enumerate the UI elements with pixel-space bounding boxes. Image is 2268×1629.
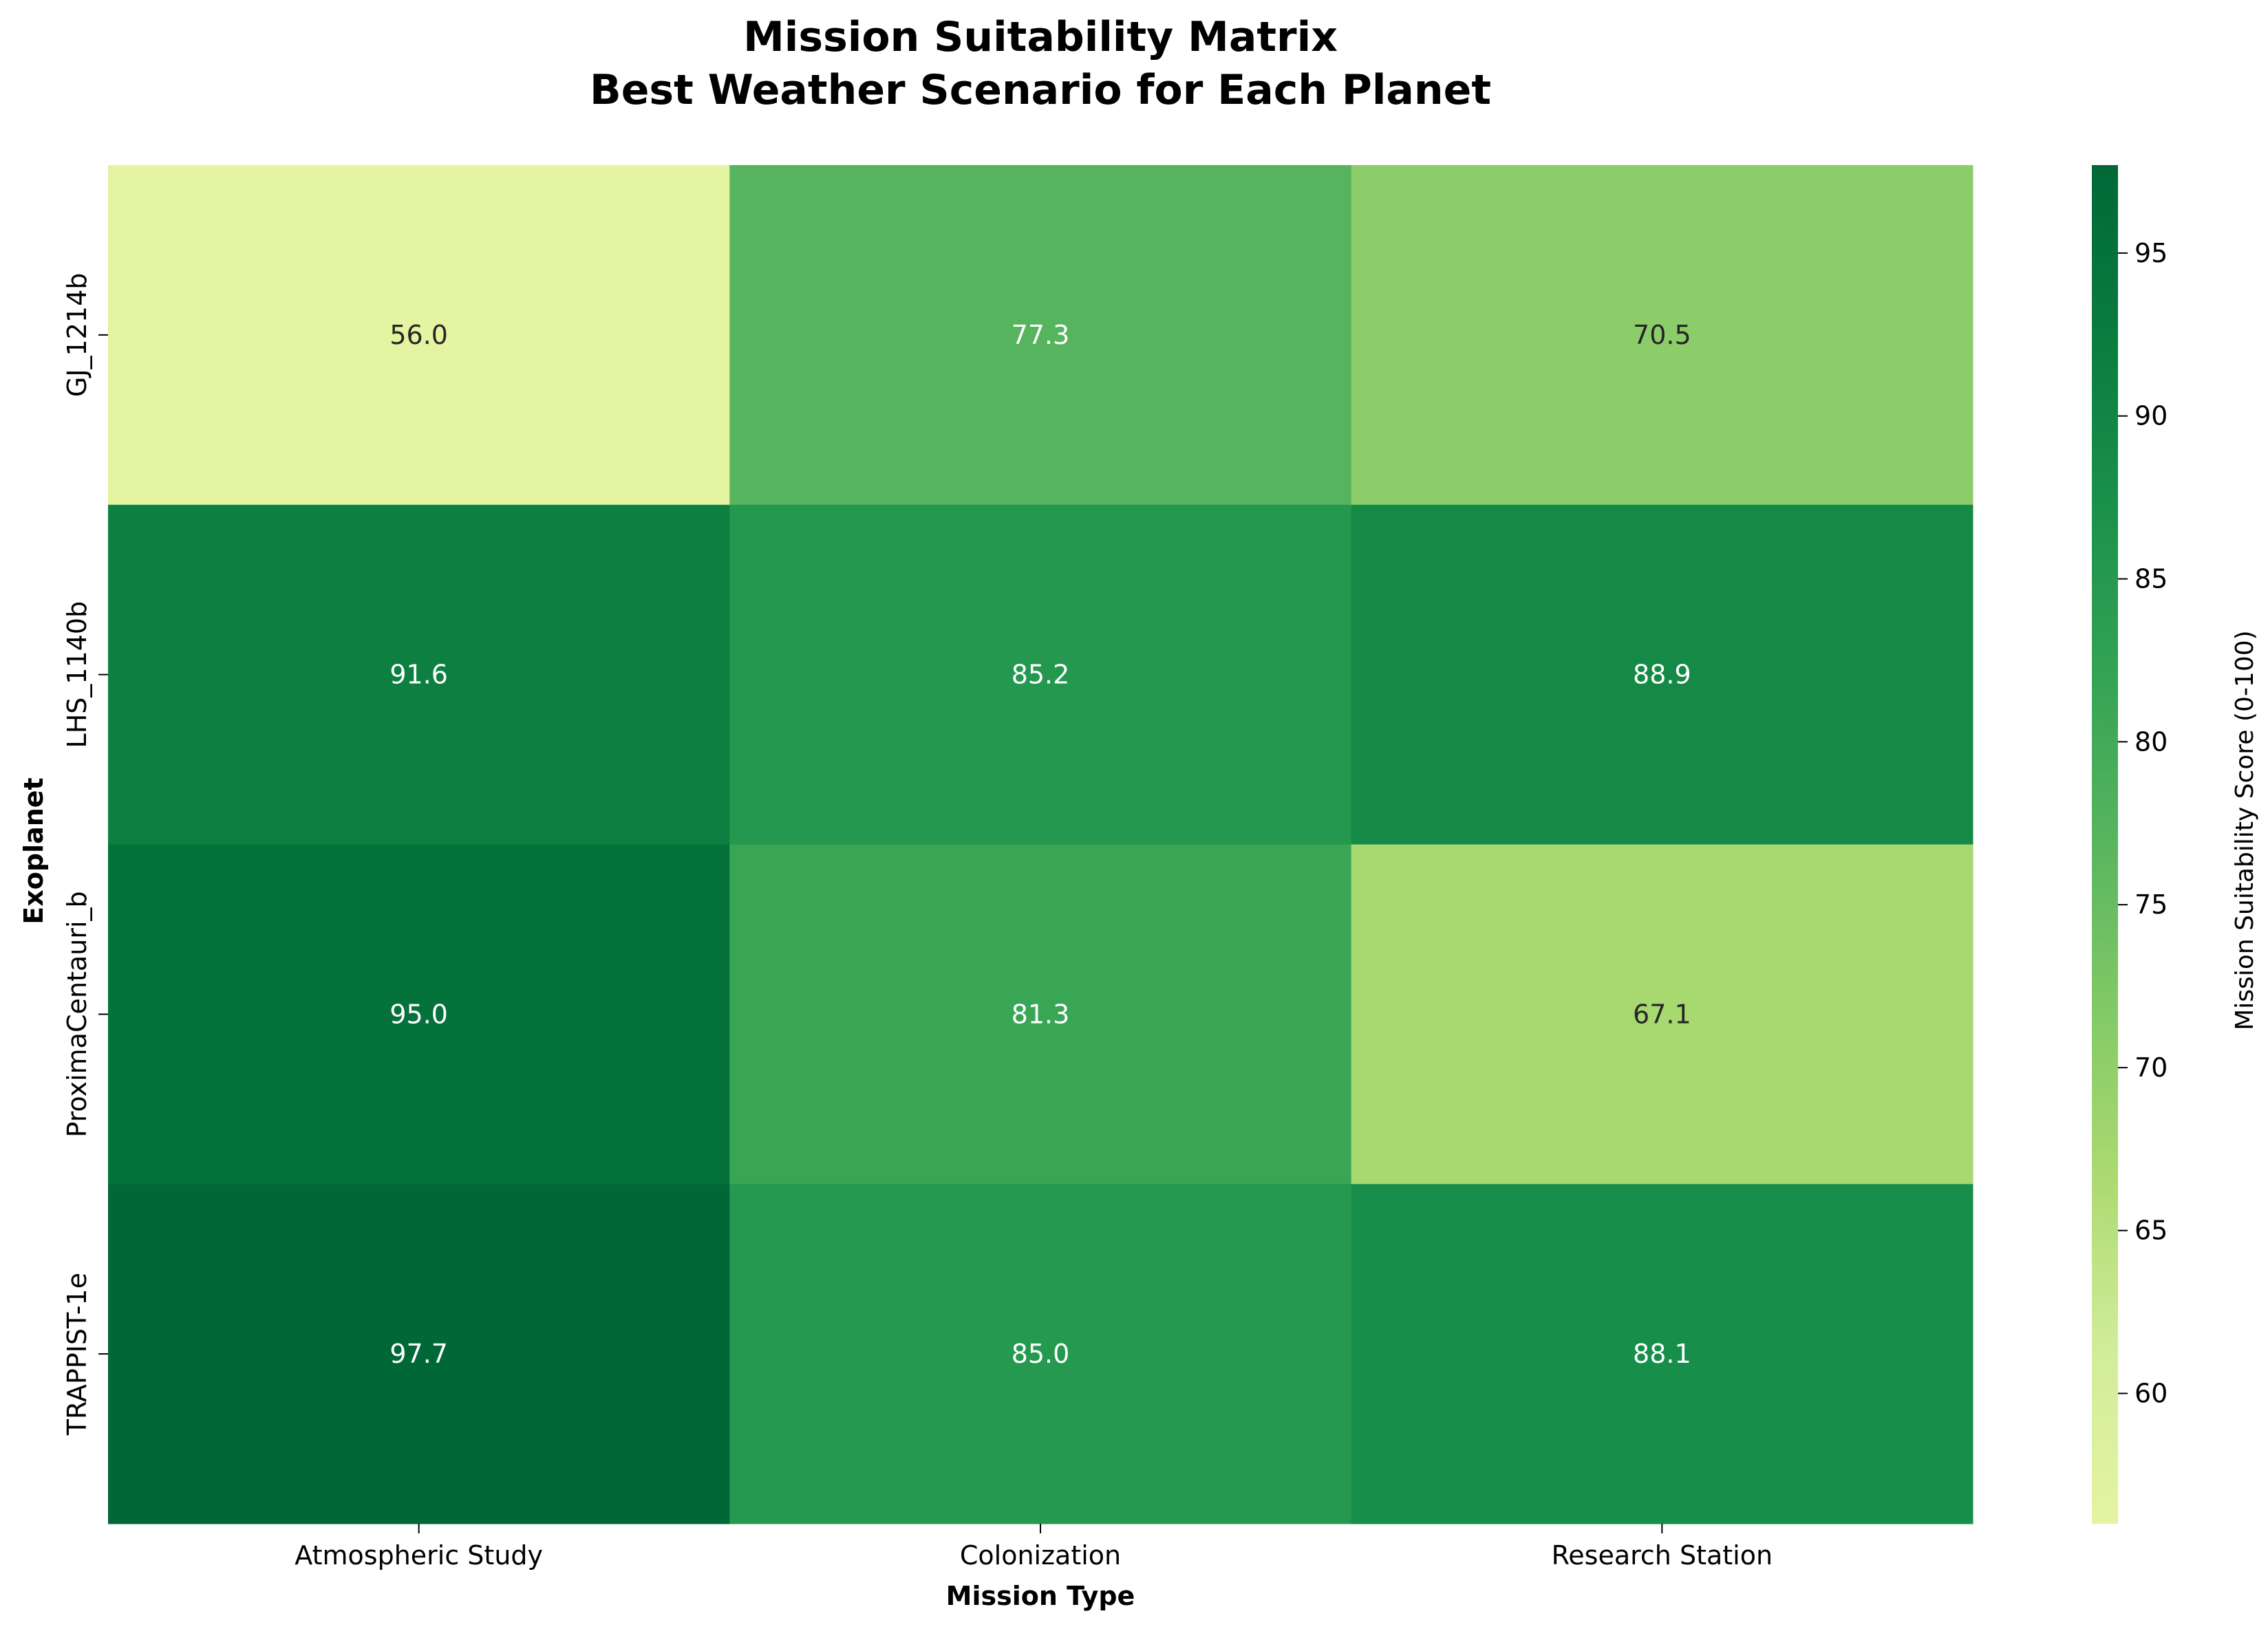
heatmap-cell-label-1-0: 91.6 [389,660,448,690]
chart-title-line-2: Best Weather Scenario for Each Planet [590,66,1491,114]
x-tick-label-1: Colonization [960,1540,1121,1571]
colorbar-tick-label-6: 90 [2135,401,2168,431]
y-tick-label-2: ProximaCentauri_b [62,891,92,1137]
heatmap-cell-0-2 [1351,165,1973,506]
heatmap-cell-1-2 [1351,504,1973,845]
x-axis: Atmospheric Study Colonization Research St… [295,1524,1773,1571]
colorbar: 60 65 70 75 80 85 90 95 [2092,165,2168,1524]
heatmap-cell-0-1 [729,165,1352,506]
y-tick-label-3: TRAPPIST-1e [62,1273,92,1436]
colorbar-tick-label-1: 65 [2135,1216,2168,1246]
colorbar-label: Mission Suitability Score (0-100) [2231,630,2259,1030]
heatmap-cell-label-2-1: 81.3 [1012,999,1070,1029]
colorbar-gradient [2092,165,2118,1524]
heatmap-cell-label-0-2: 70.5 [1633,320,1691,350]
heatmap-cell-label-1-1: 85.2 [1012,660,1070,690]
y-axis: GJ_1214b LHS_1140b ProximaCentauri_b TRAPPI… [62,273,108,1436]
y-tick-label-1: LHS_1140b [62,601,92,748]
heatmap-cell-label-3-0: 97.7 [389,1339,448,1369]
colorbar-tick-label-5: 85 [2135,563,2168,594]
heatmap-cell-label-0-0: 56.0 [389,320,448,350]
chart-title-line-1: Mission Suitability Matrix [743,13,1338,61]
heatmap-cell-0-0 [108,165,730,506]
heatmap-cells: 56.0 77.3 70.5 91.6 85.2 88.9 95.0 81.3 67.1 97.7… [108,165,1973,1524]
x-tick-label-0: Atmospheric Study [295,1540,543,1571]
heatmap-cell-3-2 [1351,1184,1973,1524]
colorbar-tick-label-7: 95 [2135,238,2168,268]
heatmap-cell-label-2-2: 67.1 [1633,999,1691,1029]
x-tick-label-2: Research Station [1552,1540,1773,1571]
y-tick-label-0: GJ_1214b [62,273,92,397]
heatmap-cell-1-0 [108,504,730,845]
colorbar-tick-label-2: 70 [2135,1053,2168,1083]
heatmap-cell-label-0-1: 77.3 [1012,320,1070,350]
heatmap-cell-label-3-2: 88.1 [1633,1339,1691,1369]
heatmap-cell-2-2 [1351,844,1973,1185]
heatmap-cell-label-3-1: 85.0 [1012,1339,1070,1369]
x-axis-label: Mission Type [946,1581,1135,1611]
heatmap-cell-2-0 [108,844,730,1185]
heatmap-cell-3-1 [729,1184,1352,1524]
heatmap-cell-3-0 [108,1184,730,1524]
heatmap-cell-label-1-2: 88.9 [1633,660,1691,690]
heatmap-cell-2-1 [729,844,1352,1185]
heatmap-cell-1-1 [729,504,1352,845]
colorbar-tick-label-3: 75 [2135,889,2168,920]
colorbar-tick-label-0: 60 [2135,1379,2168,1409]
colorbar-tick-label-4: 80 [2135,726,2168,757]
heatmap-cell-label-2-0: 95.0 [389,999,448,1029]
y-axis-label: Exoplanet [19,777,49,924]
